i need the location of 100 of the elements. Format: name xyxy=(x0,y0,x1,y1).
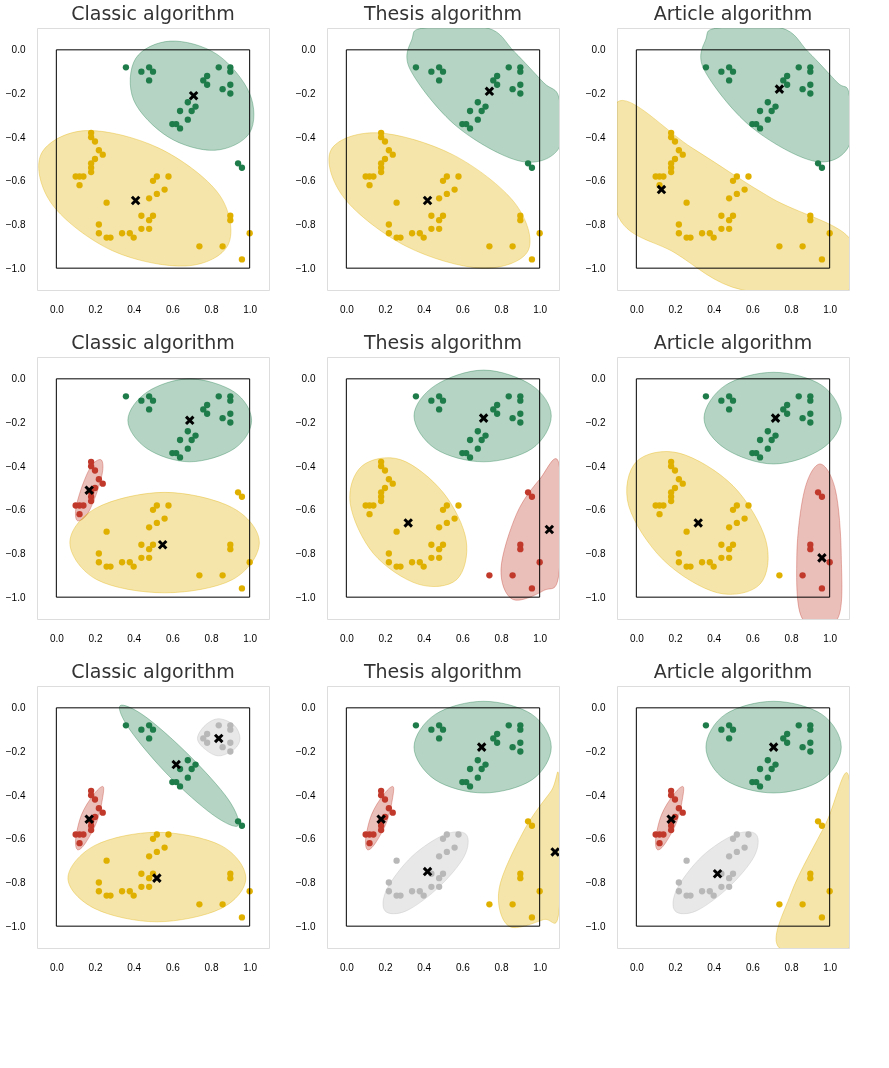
point xyxy=(745,173,752,180)
point xyxy=(490,406,497,413)
point xyxy=(455,502,462,509)
point xyxy=(397,234,404,241)
point xyxy=(149,506,157,513)
point xyxy=(130,892,137,899)
point xyxy=(482,761,489,768)
point xyxy=(818,822,826,829)
point xyxy=(783,401,791,409)
point xyxy=(428,541,435,548)
point xyxy=(366,511,373,518)
point xyxy=(675,550,683,557)
point xyxy=(95,147,103,154)
y-tick-label: −1.0 xyxy=(5,262,26,274)
point xyxy=(149,726,157,733)
point xyxy=(741,186,748,193)
point xyxy=(370,502,377,509)
chart-title: Article algorithm xyxy=(653,2,813,24)
point xyxy=(377,168,385,176)
y-tick-label: −0.4 xyxy=(5,460,26,472)
y-tick-label: −0.2 xyxy=(5,88,26,99)
point xyxy=(227,419,234,426)
point xyxy=(389,151,396,158)
point xyxy=(764,99,771,106)
x-tick-label: 0.2 xyxy=(378,961,393,973)
point xyxy=(818,256,826,263)
point xyxy=(439,541,447,548)
point xyxy=(683,528,690,535)
point xyxy=(219,243,226,250)
point xyxy=(528,914,536,921)
point xyxy=(219,743,226,751)
point xyxy=(783,72,791,80)
point xyxy=(524,818,532,825)
x-tick-label: 0.8 xyxy=(204,303,219,315)
point xyxy=(683,199,690,206)
point xyxy=(671,467,679,474)
point xyxy=(702,393,710,400)
point xyxy=(439,506,447,513)
point xyxy=(122,393,130,400)
y-tick-label: 0.0 xyxy=(11,44,26,56)
point xyxy=(238,164,246,171)
x-tick-label: 0.4 xyxy=(417,632,432,644)
point xyxy=(671,796,679,803)
point xyxy=(818,585,826,592)
point xyxy=(725,524,733,531)
y-tick-label: −0.8 xyxy=(585,548,606,559)
point xyxy=(122,722,130,729)
x-tick-label: 0.4 xyxy=(127,632,142,644)
point xyxy=(402,517,414,529)
point xyxy=(753,778,760,786)
point xyxy=(476,741,487,753)
point xyxy=(478,412,489,424)
y-tick-label: −0.6 xyxy=(5,833,26,845)
x-tick-label: 0.2 xyxy=(88,632,103,644)
point xyxy=(466,107,474,115)
x-tick-label: 0.4 xyxy=(707,961,722,973)
point xyxy=(679,480,686,487)
point xyxy=(517,68,524,75)
point xyxy=(770,412,781,424)
point xyxy=(729,541,737,548)
point xyxy=(774,83,785,95)
point xyxy=(99,809,106,816)
point xyxy=(95,888,103,895)
point xyxy=(667,168,675,176)
point xyxy=(706,559,713,566)
point xyxy=(435,554,443,562)
point xyxy=(377,463,385,470)
point xyxy=(671,138,679,145)
point xyxy=(725,195,733,202)
point xyxy=(377,826,385,834)
point xyxy=(145,216,153,224)
point xyxy=(87,168,95,176)
point xyxy=(733,848,741,856)
x-tick-label: 1.0 xyxy=(823,632,838,644)
y-tick-label: −1.0 xyxy=(295,591,316,603)
point xyxy=(698,559,706,566)
point xyxy=(375,813,387,825)
point xyxy=(397,563,404,570)
point xyxy=(509,743,516,751)
point xyxy=(729,397,737,404)
point xyxy=(153,831,161,838)
point xyxy=(408,230,416,237)
point xyxy=(385,476,393,483)
point xyxy=(87,826,95,834)
point xyxy=(478,765,485,773)
x-tick-label: 1.0 xyxy=(533,303,548,315)
point xyxy=(451,844,458,851)
point xyxy=(733,173,741,180)
point xyxy=(807,397,814,404)
point xyxy=(698,888,706,895)
point xyxy=(203,730,211,738)
x-tick-label: 0.8 xyxy=(494,303,509,315)
point xyxy=(176,436,184,444)
point xyxy=(733,831,741,838)
point xyxy=(184,774,191,781)
point xyxy=(420,234,427,241)
y-tick-label: 0.0 xyxy=(301,44,316,56)
point xyxy=(528,256,536,263)
point xyxy=(725,883,733,891)
point xyxy=(238,914,246,921)
